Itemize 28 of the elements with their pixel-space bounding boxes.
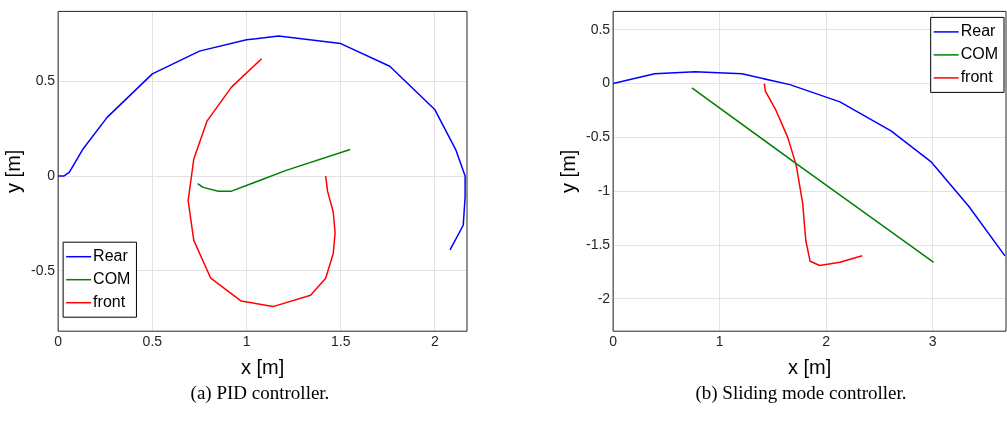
y-tick-label: -0.5: [586, 128, 611, 145]
y-axis-title: y [m]: [1, 149, 24, 193]
legend-label: COM: [93, 270, 131, 288]
y-tick-label: -2: [597, 289, 611, 306]
legend-label: front: [960, 68, 994, 86]
x-axis-title: x [m]: [240, 355, 285, 378]
y-tick-label: 0: [47, 166, 56, 183]
y-axis-title: y [m]: [556, 149, 579, 193]
x-tick-label: 2: [822, 333, 831, 350]
x-tick-label: 0.5: [142, 333, 163, 350]
y-tick-label: 0.5: [35, 72, 56, 89]
x-axis-title: x [m]: [787, 355, 832, 378]
y-tick-label: 0.5: [590, 20, 611, 37]
y-tick-label: 0: [602, 74, 611, 91]
x-tick-label: 2: [431, 333, 440, 350]
y-tick-label: -1.5: [586, 235, 611, 252]
legend-label: COM: [960, 45, 998, 63]
y-tick-label: -0.5: [31, 261, 56, 278]
legend-label: Rear: [93, 247, 129, 265]
x-tick-label: 1: [715, 333, 724, 350]
x-tick-label: 3: [928, 333, 937, 350]
text: (b) Sliding mode controller.: [694, 382, 908, 404]
x-tick-label: 1.5: [331, 333, 351, 350]
legend-label: front: [93, 293, 126, 311]
legend-label: Rear: [960, 22, 997, 40]
y-tick-label: -1: [597, 182, 611, 199]
x-tick-label: 1: [242, 333, 251, 350]
text: (a) PID controller.: [189, 382, 331, 404]
